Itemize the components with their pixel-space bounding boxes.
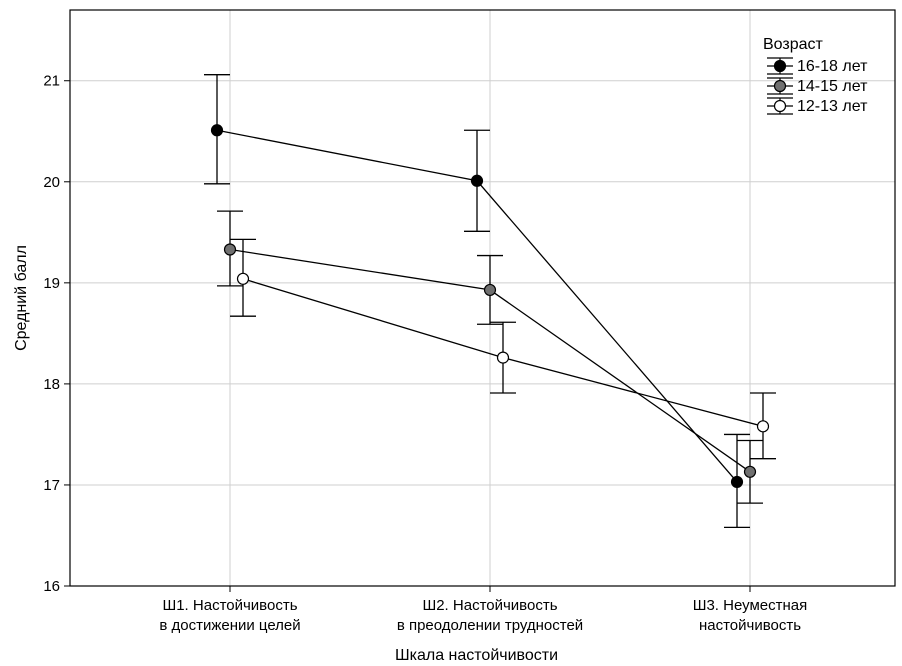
data-point xyxy=(236,272,250,285)
data-point xyxy=(756,420,770,433)
error-bars xyxy=(204,74,776,529)
legend-entry: 12-13 лет xyxy=(767,97,868,115)
y-tick-label: 17 xyxy=(43,477,60,494)
plot-area-frame xyxy=(69,9,896,587)
x-tick-label: Ш1. Настойчивость xyxy=(162,597,297,614)
legend-marker xyxy=(773,99,787,113)
y-tick-label: 18 xyxy=(43,376,60,393)
data-points xyxy=(210,124,770,489)
data-point xyxy=(210,124,224,137)
legend-title: Возраст xyxy=(763,36,824,53)
x-axis-label: Шкала настойчивости xyxy=(395,647,558,664)
y-tick-label: 19 xyxy=(43,275,60,292)
y-axis-label: Средний балл xyxy=(13,245,30,351)
legend-marker xyxy=(773,59,787,73)
axis-ticks: 16 17 18 19 20 21 Ш1. Настойчивость в достижени… xyxy=(43,73,807,634)
y-tick-label: 21 xyxy=(43,73,60,90)
x-tick-label: в преодолении трудностей xyxy=(397,617,583,634)
data-point xyxy=(483,283,497,297)
legend-label: 16-18 лет xyxy=(797,58,868,75)
legend-marker xyxy=(773,79,787,93)
x-tick-label: в достижении целей xyxy=(159,617,300,634)
legend: Возраст 16-18 лет 14-15 лет 12-13 лет xyxy=(763,36,868,115)
x-tick-label: Ш3. Неуместная xyxy=(693,597,808,614)
legend-entry: 14-15 лет xyxy=(767,77,868,95)
legend-label: 12-13 лет xyxy=(797,98,868,115)
grid-lines xyxy=(70,10,895,586)
x-tick-label: настойчивость xyxy=(699,617,801,634)
data-point xyxy=(730,475,744,489)
data-point xyxy=(223,243,237,256)
y-tick-label: 20 xyxy=(43,174,60,191)
y-tick-label: 16 xyxy=(43,578,60,595)
data-point xyxy=(743,465,757,478)
legend-entry: 16-18 лет xyxy=(767,57,868,75)
data-point xyxy=(496,351,510,364)
x-tick-label: Ш2. Настойчивость xyxy=(422,597,557,614)
legend-label: 14-15 лет xyxy=(797,78,868,95)
data-point xyxy=(470,174,484,187)
